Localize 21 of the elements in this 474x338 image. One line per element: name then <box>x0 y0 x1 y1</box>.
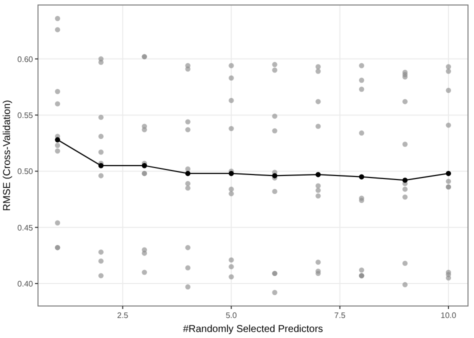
point <box>54 137 60 142</box>
point <box>358 174 364 180</box>
point <box>316 172 321 178</box>
y-tick-label: 0.40 <box>17 280 34 289</box>
x-tick-label: 7.5 <box>334 311 346 320</box>
x-tick-label: 2.5 <box>117 311 129 320</box>
y-tick-label: 0.60 <box>17 54 34 64</box>
y-tick-label: 0.45 <box>17 223 34 232</box>
x-tick-label: 5.0 <box>226 311 238 320</box>
y-tick-label: 0.50 <box>17 167 34 176</box>
point <box>446 170 452 176</box>
x-tick-label: 10.0 <box>440 311 457 320</box>
point <box>402 178 408 183</box>
point <box>142 163 148 168</box>
point <box>98 163 104 168</box>
point <box>185 170 190 176</box>
y-tick-label: 0.55 <box>17 111 34 120</box>
point <box>272 173 278 178</box>
y-axis-title: RMSE (Cross-Validation) <box>2 100 13 211</box>
point <box>228 170 234 176</box>
x-axis-title: #Randomly Selected Predictors <box>182 324 324 335</box>
